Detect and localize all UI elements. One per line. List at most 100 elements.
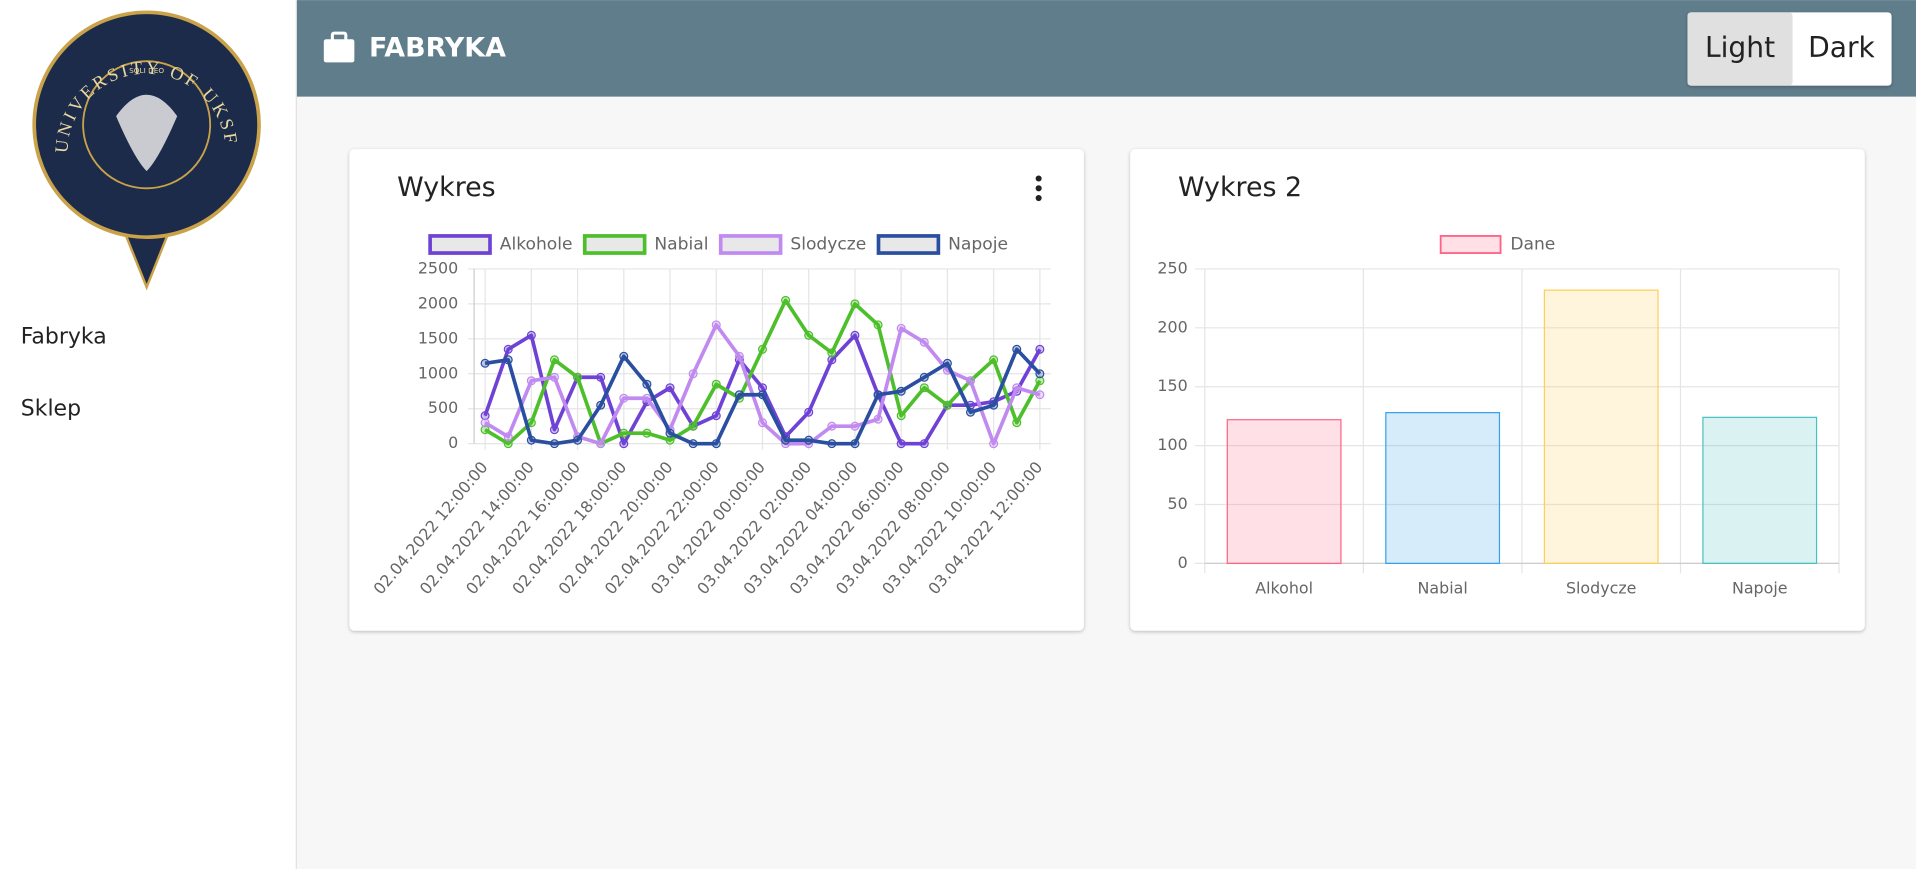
point — [549, 372, 559, 382]
point — [734, 390, 744, 400]
legend-label: Napoje — [948, 234, 1008, 254]
point — [549, 355, 559, 365]
legend-swatch — [428, 234, 492, 255]
header-title: FABRYKA — [369, 32, 506, 63]
point — [781, 295, 791, 305]
point — [642, 393, 652, 403]
point — [503, 355, 513, 365]
point — [896, 323, 906, 333]
nav-link[interactable]: Sklep — [21, 396, 81, 421]
x-tick-label: Slodycze — [1566, 579, 1637, 598]
legend-swatch — [582, 234, 647, 255]
point — [1012, 418, 1022, 428]
bar — [1226, 419, 1342, 565]
point — [989, 400, 999, 410]
point — [711, 439, 721, 449]
point — [966, 376, 976, 386]
point — [688, 439, 698, 449]
point — [1035, 369, 1045, 379]
point — [896, 411, 906, 421]
point — [503, 344, 513, 354]
point — [480, 418, 490, 428]
light-label[interactable]: Light — [1705, 31, 1775, 64]
card-title: Wykres — [397, 172, 496, 203]
card-title: Wykres 2 — [1178, 172, 1302, 203]
point — [781, 435, 791, 445]
legend-swatch — [1439, 235, 1502, 254]
briefcase-icon — [323, 31, 355, 63]
dark-label[interactable]: Dark — [1808, 31, 1875, 64]
legend-label: Nabial — [654, 234, 708, 254]
point — [480, 425, 490, 435]
point — [989, 439, 999, 449]
point — [688, 421, 698, 431]
point — [619, 351, 629, 361]
y-tick-label: 0 — [1178, 553, 1188, 572]
point — [480, 411, 490, 421]
x-tick-label: Nabial — [1418, 579, 1468, 598]
point — [966, 407, 976, 417]
y-tick-label: 200 — [1157, 317, 1187, 336]
point — [619, 439, 629, 449]
point — [1035, 390, 1045, 400]
point — [1012, 383, 1022, 393]
legend-label: Slodycze — [790, 234, 866, 254]
point — [619, 393, 629, 403]
point — [549, 439, 559, 449]
point — [757, 344, 768, 354]
point — [919, 439, 929, 449]
point — [619, 428, 629, 438]
point — [526, 376, 536, 386]
point — [688, 369, 698, 379]
point — [942, 400, 952, 410]
point — [827, 348, 837, 358]
point — [1012, 344, 1022, 354]
point — [804, 435, 814, 445]
point — [665, 435, 675, 445]
point — [642, 428, 652, 438]
header-bar — [296, 0, 1916, 97]
point — [827, 355, 837, 365]
point — [757, 418, 768, 428]
point — [526, 330, 536, 340]
logo-motto: SOLI DEO — [129, 66, 164, 75]
x-tick-label: Napoje — [1732, 579, 1788, 598]
point — [573, 435, 583, 445]
point — [827, 439, 837, 449]
point — [919, 372, 929, 382]
point — [596, 439, 606, 449]
point — [850, 330, 860, 340]
point — [711, 379, 721, 389]
point — [665, 428, 675, 438]
legend-swatch — [876, 234, 941, 255]
point — [1035, 344, 1045, 354]
point — [757, 390, 768, 400]
point — [850, 439, 860, 449]
point — [757, 383, 768, 393]
point — [711, 411, 721, 421]
line — [484, 298, 1042, 446]
nav-link[interactable]: Fabryka — [21, 324, 107, 349]
point — [896, 386, 906, 396]
point — [665, 383, 675, 393]
line — [484, 347, 1042, 446]
point — [804, 407, 814, 417]
legend-label: Alkohole — [500, 234, 573, 254]
point — [549, 425, 559, 435]
point — [526, 435, 536, 445]
legend-label: Dane — [1510, 234, 1555, 254]
light-button[interactable] — [1687, 12, 1793, 86]
menu-icon[interactable] — [1035, 175, 1042, 202]
point — [1035, 376, 1045, 386]
point — [919, 383, 929, 393]
y-tick-label: 2500 — [418, 258, 458, 277]
point — [942, 358, 952, 368]
bar — [1543, 289, 1659, 565]
y-tick-label: 250 — [1157, 258, 1187, 277]
y-tick-label: 0 — [448, 433, 458, 452]
point — [873, 390, 883, 400]
legend-swatch — [718, 234, 783, 255]
y-tick-label: 50 — [1168, 494, 1188, 513]
